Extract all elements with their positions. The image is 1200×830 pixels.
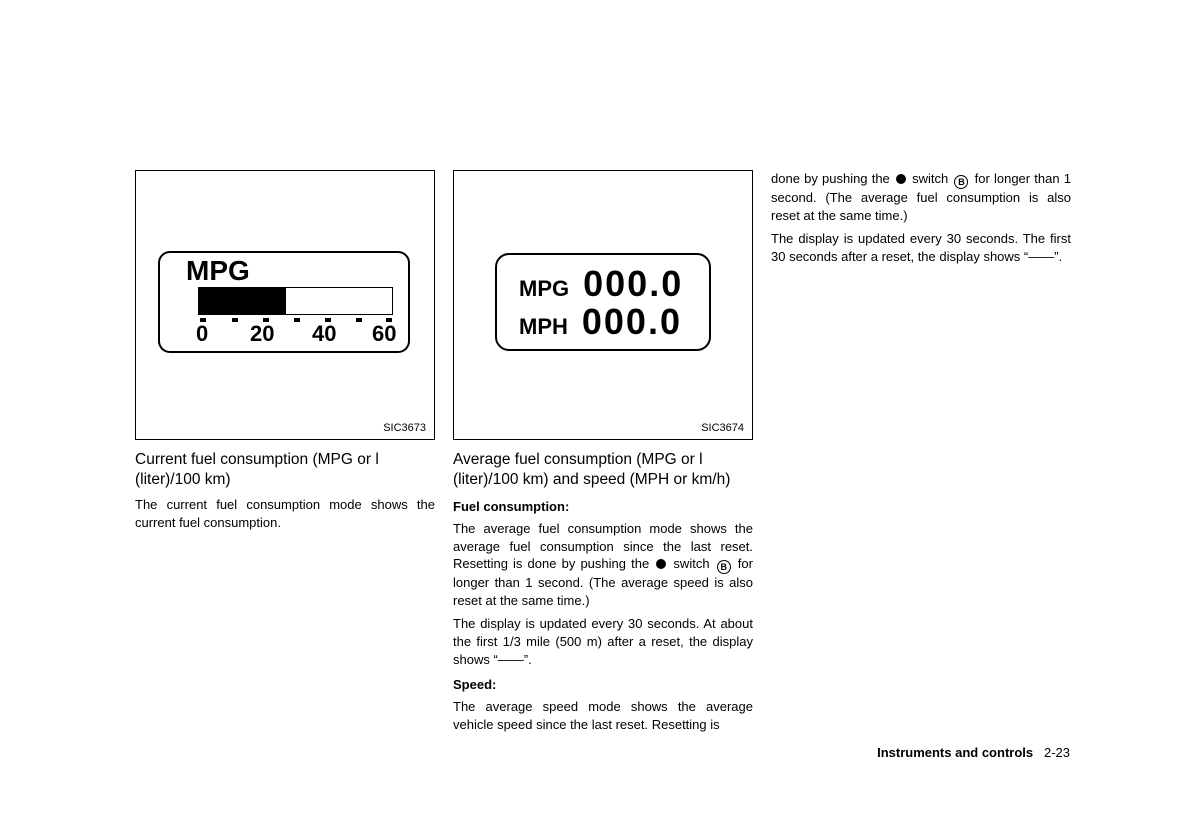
badge-b-icon: B xyxy=(717,560,731,574)
digital-value: 000.0 xyxy=(583,263,683,305)
column-2: MPG 000.0 MPH 000.0 SIC3674 Average fuel… xyxy=(453,170,753,733)
gauge-bar-fill xyxy=(199,288,286,314)
dot-icon xyxy=(896,174,906,184)
digital-row-mph: MPH 000.0 xyxy=(519,301,682,343)
subhead-speed: Speed: xyxy=(453,677,753,692)
figure-current-fuel: MPG 0 20 40 60 SIC3673 xyxy=(135,170,435,440)
scale-label: 20 xyxy=(250,321,274,347)
digital-frame: MPG 000.0 MPH 000.0 xyxy=(495,253,711,351)
gauge-bar-outline xyxy=(198,287,393,315)
figure-average-fuel: MPG 000.0 MPH 000.0 SIC3674 xyxy=(453,170,753,440)
body-text: done by pushing the switch B for longer … xyxy=(771,170,1071,224)
text-span: switch xyxy=(668,556,714,571)
column-1: MPG 0 20 40 60 SIC3673 Current fuel cons… xyxy=(135,170,435,733)
gauge-frame: MPG 0 20 40 60 xyxy=(158,251,410,353)
footer-page-number: 2-23 xyxy=(1044,745,1070,760)
body-text: The current fuel consumption mode shows … xyxy=(135,496,435,531)
scale-label: 60 xyxy=(372,321,396,347)
digital-value: 000.0 xyxy=(582,301,682,343)
scale-label: 40 xyxy=(312,321,336,347)
dot-icon xyxy=(656,559,666,569)
subhead-fuel: Fuel consumption: xyxy=(453,499,753,514)
column-3: done by pushing the switch B for longer … xyxy=(771,170,1071,733)
gauge-tick xyxy=(356,318,362,322)
digital-unit: MPG xyxy=(519,276,569,302)
page-columns: MPG 0 20 40 60 SIC3673 Current fuel cons… xyxy=(135,170,1070,733)
body-text: The average speed mode shows the average… xyxy=(453,698,753,733)
digital-unit: MPH xyxy=(519,314,568,340)
digital-row-mpg: MPG 000.0 xyxy=(519,263,683,305)
figure-caption: SIC3674 xyxy=(701,422,744,434)
body-text: The display is updated every 30 seconds.… xyxy=(453,615,753,668)
section-title-current: Current fuel consumption (MPG or l (lite… xyxy=(135,450,435,490)
badge-b-icon: B xyxy=(954,175,968,189)
figure-caption: SIC3673 xyxy=(383,422,426,434)
body-text: The average fuel consumption mode shows … xyxy=(453,520,753,609)
gauge-tick xyxy=(232,318,238,322)
page-footer: Instruments and controls 2-23 xyxy=(877,745,1070,760)
text-span: done by pushing the xyxy=(771,171,894,186)
footer-section-name: Instruments and controls xyxy=(877,745,1033,760)
gauge-unit-label: MPG xyxy=(186,255,250,287)
body-text: The display is updated every 30 seconds.… xyxy=(771,230,1071,265)
scale-label: 0 xyxy=(196,321,208,347)
gauge-tick xyxy=(294,318,300,322)
section-title-average: Average fuel consumption (MPG or l (lite… xyxy=(453,450,753,490)
text-span: switch xyxy=(908,171,952,186)
